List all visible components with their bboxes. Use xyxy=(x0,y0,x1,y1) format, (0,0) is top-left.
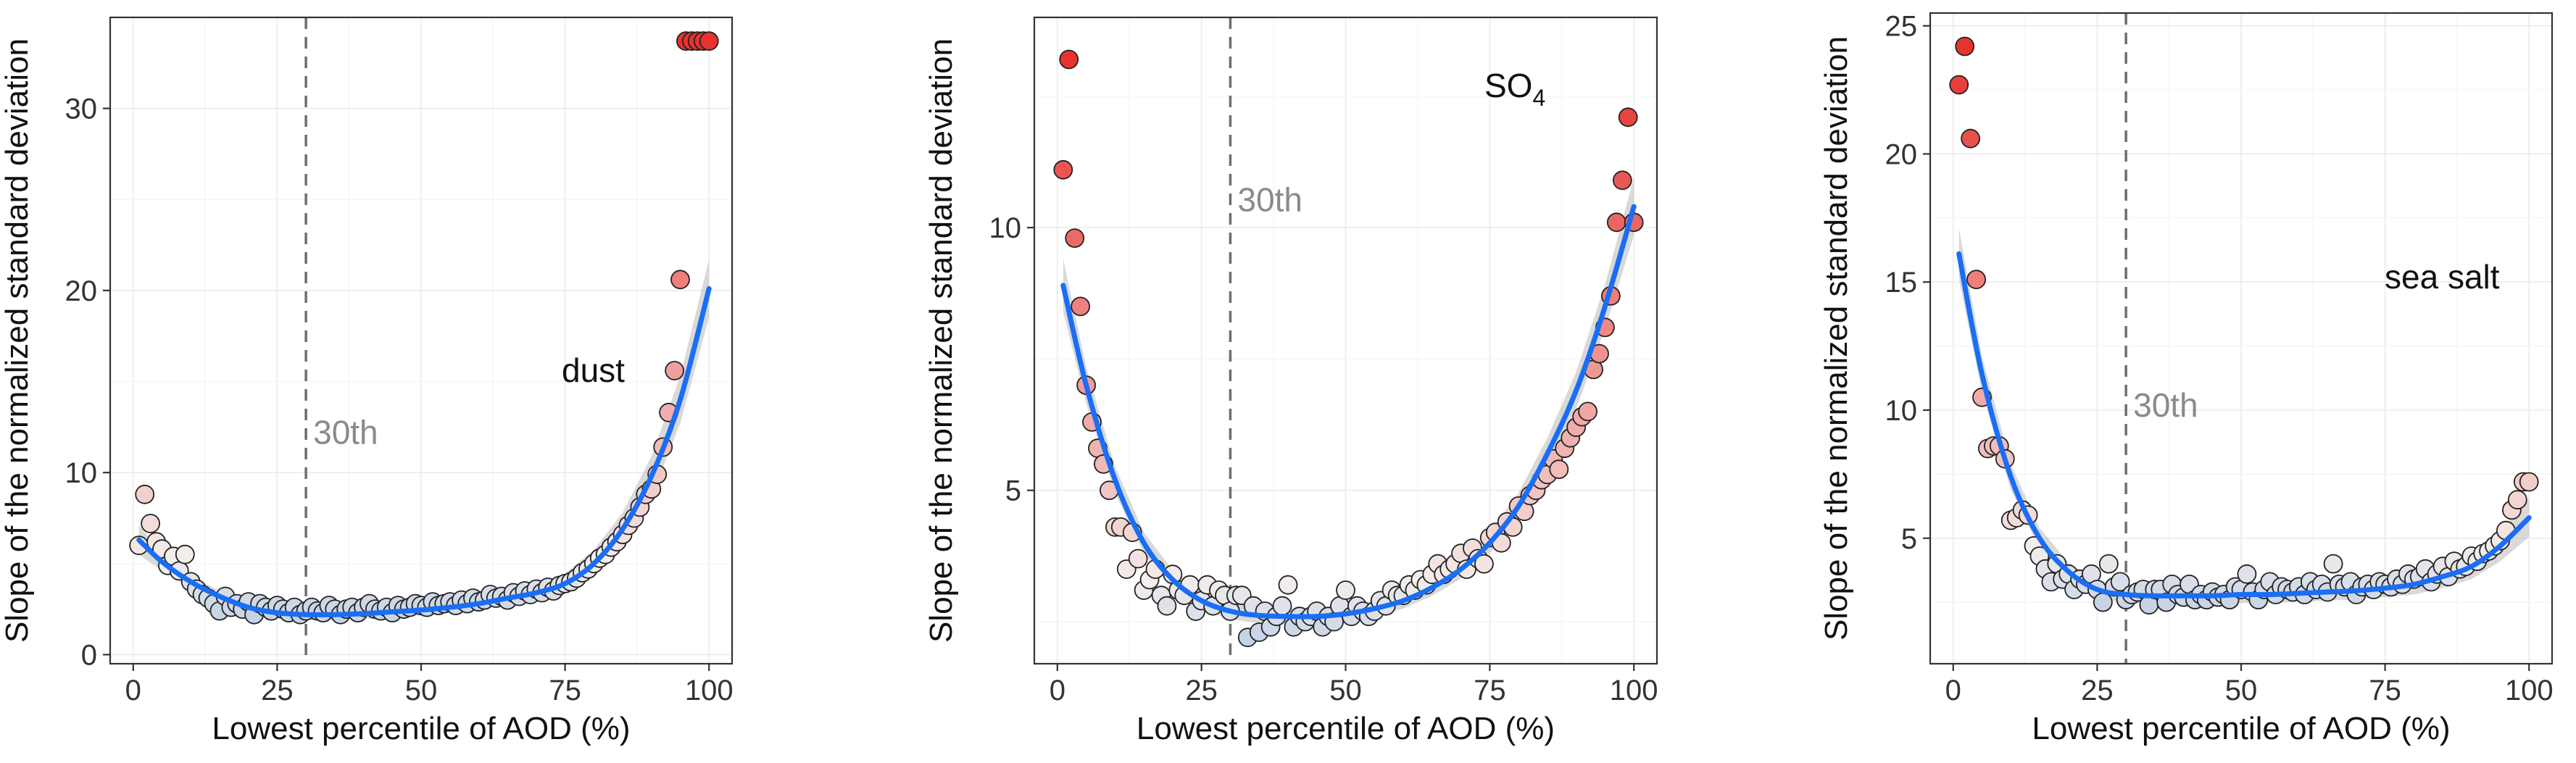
y-axis-title: Slope of the normalized standard deviati… xyxy=(0,38,35,643)
y-tick-label: 10 xyxy=(65,457,98,489)
data-point xyxy=(1128,549,1148,569)
data-point xyxy=(135,484,155,504)
y-tick-label: 20 xyxy=(65,275,98,307)
y-axis-title: Slope of the normalized standard deviati… xyxy=(1819,36,1854,641)
x-axis-title: Lowest percentile of AOD (%) xyxy=(1137,711,1555,746)
data-point xyxy=(141,514,161,533)
data-point xyxy=(1549,459,1569,480)
data-point xyxy=(1272,596,1292,616)
data-point xyxy=(2237,564,2257,584)
y-tick-label: 5 xyxy=(1901,523,1917,555)
data-point xyxy=(1474,554,1494,574)
species-label-so4: SO4 xyxy=(1484,67,1545,111)
panel-dust: 0 25 50 75 100 0 10 20 30 30th dust Lowest perce… xyxy=(0,16,734,746)
reference-line-label: 30th xyxy=(1237,181,1302,219)
fit-line xyxy=(136,285,712,617)
y-tick-label: 30 xyxy=(65,93,98,125)
x-tick-label: 50 xyxy=(2225,675,2258,706)
data-point xyxy=(1065,228,1085,249)
data-point xyxy=(1336,580,1355,600)
x-tick-label: 25 xyxy=(261,675,294,706)
data-point xyxy=(1059,49,1079,70)
data-point xyxy=(1053,159,1073,180)
y-tick-label: 5 xyxy=(1005,475,1021,507)
y-tick-label: 10 xyxy=(989,212,1022,244)
species-label-main: SO xyxy=(1484,67,1532,104)
x-tick-label: 0 xyxy=(1945,675,1961,706)
data-point xyxy=(1578,401,1598,422)
data-point xyxy=(2519,472,2539,492)
x-tick-label: 75 xyxy=(2369,675,2401,706)
data-point xyxy=(670,270,690,290)
species-label-dust: dust xyxy=(562,351,625,389)
x-tick-label: 50 xyxy=(405,675,438,706)
data-point xyxy=(2093,592,2113,612)
fit-line xyxy=(1060,204,1637,620)
x-tick-label: 75 xyxy=(549,675,581,706)
data-point xyxy=(1949,75,1969,95)
data-point xyxy=(665,361,684,380)
data-point xyxy=(2110,572,2130,592)
species-label-sea-salt: sea salt xyxy=(2385,258,2500,296)
panel-sea-salt: 0 25 50 75 100 5 10 15 20 25 30th sea salt Lowest… xyxy=(1819,11,2554,746)
reference-line-label: 30th xyxy=(2133,386,2198,424)
y-tick-label: 20 xyxy=(1885,138,1918,170)
data-point xyxy=(699,31,719,51)
x-tick-label: 25 xyxy=(2081,675,2114,706)
data-point xyxy=(1618,107,1638,128)
species-label-subscript: 4 xyxy=(1532,85,1545,111)
data-point xyxy=(1966,270,1987,290)
data-point xyxy=(1612,170,1632,191)
data-point xyxy=(2098,554,2119,574)
x-axis-title: Lowest percentile of AOD (%) xyxy=(212,711,630,746)
panel-so4: 0 25 50 75 100 5 10 30th SO4 Lowest percentile… xyxy=(923,16,1658,746)
x-tick-label: 100 xyxy=(685,675,734,706)
x-tick-label: 100 xyxy=(2505,675,2554,706)
data-point xyxy=(175,544,195,564)
x-tick-label: 0 xyxy=(1050,675,1065,706)
data-point xyxy=(1606,212,1626,233)
x-tick-label: 0 xyxy=(125,675,141,706)
fit-line xyxy=(1956,251,2532,599)
data-point xyxy=(2507,490,2527,510)
x-tick-label: 100 xyxy=(1610,675,1658,706)
x-axis-title: Lowest percentile of AOD (%) xyxy=(2032,711,2450,746)
data-point xyxy=(1961,128,1981,149)
reference-line-label: 30th xyxy=(313,414,378,451)
confidence-band xyxy=(1063,178,1634,625)
y-tick-label: 10 xyxy=(1885,395,1918,427)
x-tick-label: 50 xyxy=(1329,675,1362,706)
confidence-band xyxy=(138,259,710,620)
data-point xyxy=(1278,575,1298,595)
x-tick-label: 75 xyxy=(1474,675,1506,706)
y-axis-title: Slope of the normalized standard deviati… xyxy=(923,38,959,643)
x-tick-label: 25 xyxy=(1185,675,1218,706)
data-point xyxy=(1157,596,1177,616)
data-point xyxy=(1955,36,1975,57)
data-point xyxy=(1071,296,1090,317)
y-tick-label: 15 xyxy=(1885,267,1918,299)
y-tick-label: 0 xyxy=(81,639,97,671)
y-tick-label: 25 xyxy=(1885,11,1918,43)
data-point xyxy=(2323,554,2343,574)
